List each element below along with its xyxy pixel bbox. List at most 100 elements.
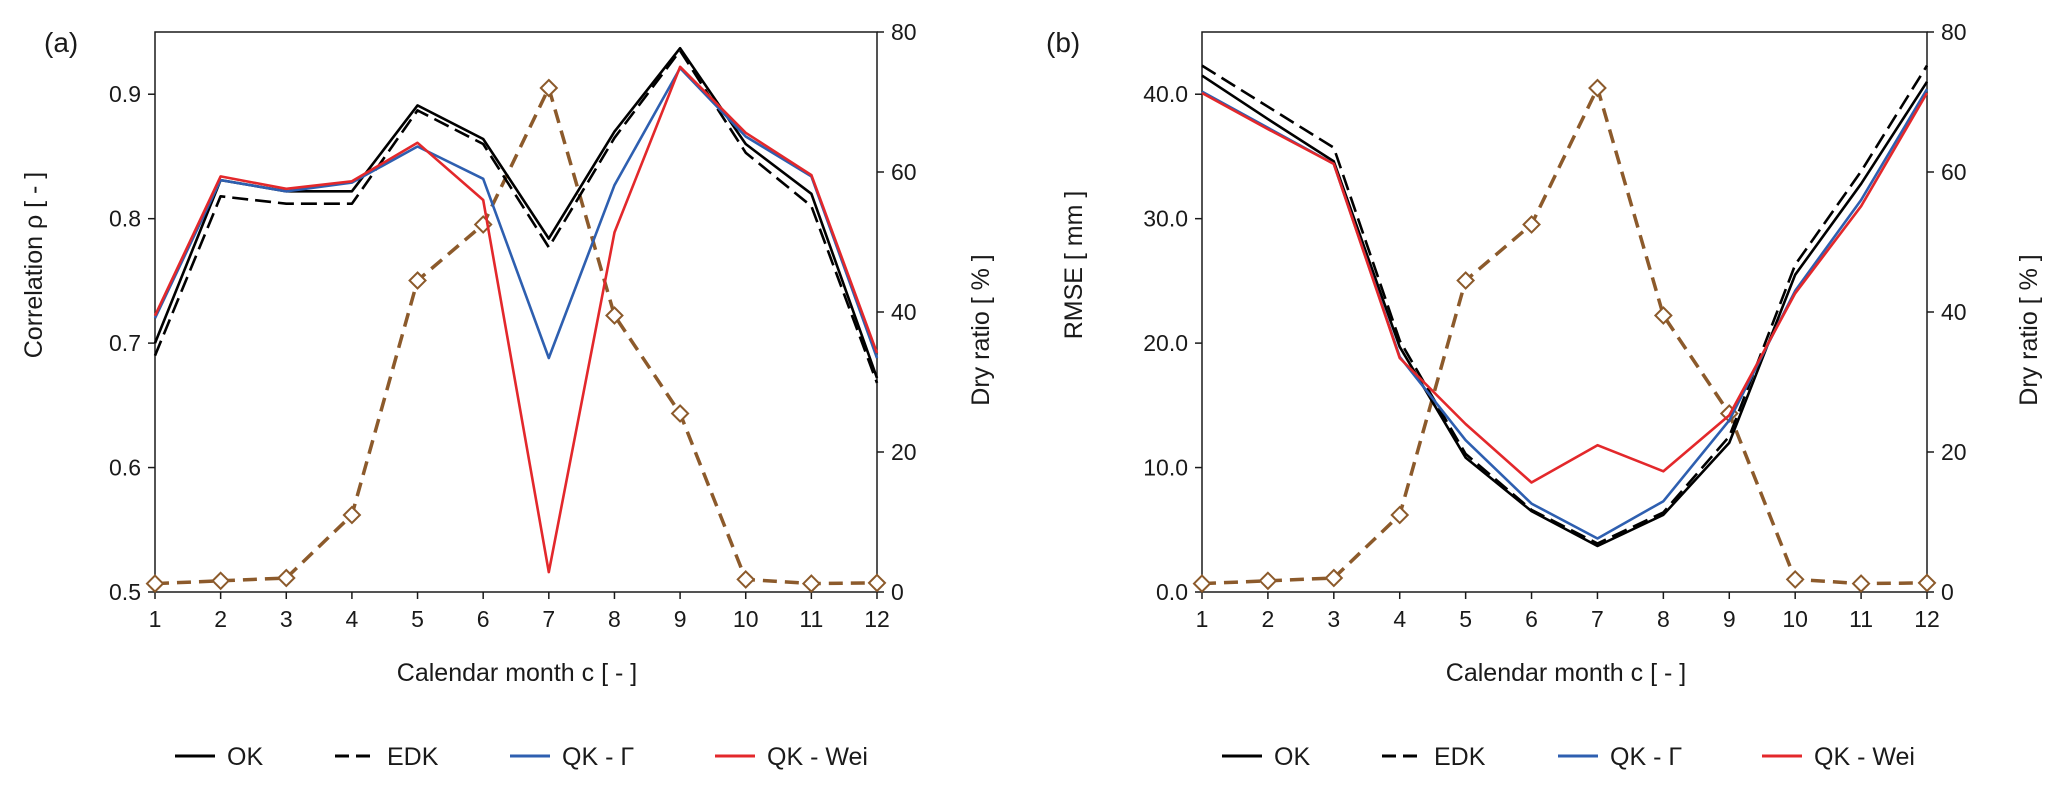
x-tick-label: 7 (1591, 606, 1604, 632)
x-axis-title-a: Calendar month c [ - ] (397, 659, 637, 687)
legend-label: OK (227, 743, 263, 771)
y2-tick-label: 40 (891, 299, 917, 325)
legend-item-qk-wei: QK - Wei (715, 743, 868, 771)
y2-tick-label: 0 (1941, 579, 1954, 605)
x-tick-label: 10 (733, 606, 759, 632)
x-tick-label: 5 (1459, 606, 1472, 632)
legend-label: QK - Wei (1814, 743, 1915, 771)
legend-label: EDK (1434, 743, 1486, 771)
y2-tick-label: 20 (1941, 439, 1967, 465)
series-line-dry-ratio-a (154, 86, 878, 586)
y2-axis-title-b: Dry ratio [ % ] (2015, 254, 2043, 405)
y2-tick-label: 60 (1941, 159, 1967, 185)
dry-ratio-point (276, 568, 296, 588)
plot-frame-a (154, 31, 878, 593)
dry-ratio-point (736, 569, 756, 589)
x-tick-label: 6 (477, 606, 490, 632)
series-b (1192, 64, 1937, 594)
legend-label: QK - Γ (1610, 743, 1682, 771)
x-tick-label: 2 (1262, 606, 1275, 632)
series-line-edk-a (153, 49, 879, 384)
y2-tick-label: 0 (891, 579, 904, 605)
legend-item-qk-wei: QK - Wei (1762, 743, 1915, 771)
legend-label: QK - Wei (767, 743, 868, 771)
dry-ratio-point (605, 306, 624, 325)
dry-ratio-point (342, 505, 362, 525)
legend-label: OK (1274, 743, 1310, 771)
y-tick-label: 0.8 (109, 206, 141, 232)
y-axis-title-b: RMSE [ mm ] (1060, 191, 1088, 340)
dry-ratio-point (1588, 78, 1607, 98)
x-tick-label: 1 (1196, 606, 1209, 632)
x-tick-label: 8 (1657, 606, 1670, 632)
dry-ratio-point (1917, 573, 1937, 593)
x-tick-label: 7 (542, 606, 555, 632)
series-line-ok-a (153, 46, 879, 379)
y2-tick-label: 80 (891, 19, 917, 45)
x-tick-label: 12 (864, 606, 890, 632)
legend-item-edk: EDK (1382, 743, 1486, 771)
y2-tick-label: 40 (1941, 299, 1967, 325)
x-tick-label: 11 (1849, 606, 1873, 632)
dry-ratio-point (145, 574, 165, 594)
legend-b: OK EDK QK - Γ QK - Wei (1222, 743, 1915, 771)
y-tick-label: 0.0 (1156, 579, 1188, 605)
legend-label: EDK (387, 743, 439, 771)
y-tick-label: 40.0 (1143, 81, 1188, 107)
panel-label-a: (a) (44, 27, 78, 58)
dry-ratio-point (670, 404, 690, 423)
series-line-ok-b (1201, 74, 1929, 548)
y-tick-label: 0.6 (109, 455, 141, 481)
x-tick-label: 10 (1782, 606, 1808, 632)
panel-label-b: (b) (1046, 27, 1080, 58)
legend-a: OK EDK QK - Γ QK - Wei (175, 743, 868, 771)
x-tick-label: 4 (1393, 606, 1406, 632)
dry-ratio-point (1258, 571, 1278, 591)
plot-frame-b (1201, 31, 1928, 593)
y2-axis-ticks-b: 0 20 40 60 80 (1927, 19, 1967, 605)
dry-ratio-point (1324, 568, 1344, 588)
x-tick-label: 3 (280, 606, 293, 632)
dry-ratio-point (1192, 574, 1212, 594)
dry-ratio-point (1390, 505, 1410, 525)
y-axis-ticks-a: 0.5 0.6 0.7 0.8 0.9 (109, 81, 155, 605)
y-tick-label: 0.7 (109, 330, 141, 356)
dry-ratio-point (867, 573, 887, 593)
series-line-qk-a (153, 66, 879, 360)
plot-area-border-b (1201, 31, 1928, 593)
x-tick-label: 9 (674, 606, 687, 632)
y2-tick-label: 80 (1941, 19, 1967, 45)
y-axis-title-a: Correlation ρ [ - ] (20, 172, 48, 359)
dry-ratio-point (1456, 271, 1476, 290)
y-tick-label: 0.5 (109, 579, 141, 605)
series-line-dry-ratio-b (1201, 86, 1928, 586)
dry-ratio-point (1522, 215, 1541, 234)
x-tick-label: 2 (214, 606, 227, 632)
y-axis-ticks-b: 0.0 10.0 20.0 30.0 40.0 (1143, 81, 1202, 605)
dry-ratio-point (408, 271, 427, 290)
x-tick-label: 8 (608, 606, 621, 632)
series-line-qk-wei-b (1201, 91, 1929, 484)
y-tick-label: 30.0 (1143, 206, 1188, 232)
legend-label: QK - Γ (562, 743, 634, 771)
y-tick-label: 20.0 (1143, 330, 1188, 356)
x-tick-label: 11 (799, 606, 823, 632)
y2-tick-label: 20 (891, 439, 917, 465)
x-tick-label: 9 (1723, 606, 1736, 632)
x-axis-ticks-b: 1 2 3 4 5 6 7 8 9 10 11 12 (1196, 592, 1940, 632)
dry-ratio-point (1851, 574, 1871, 594)
series-line-qk-wei-a (153, 65, 879, 574)
x-tick-label: 12 (1914, 606, 1940, 632)
dry-ratio-point (1653, 306, 1673, 325)
x-tick-label: 5 (411, 606, 424, 632)
x-tick-label: 4 (346, 606, 359, 632)
y-tick-label: 0.9 (109, 81, 141, 107)
y-tick-label: 10.0 (1143, 455, 1188, 481)
legend-item-edk: EDK (335, 743, 439, 771)
x-tick-label: 6 (1525, 606, 1538, 632)
x-axis-ticks-a: 1 2 3 4 5 6 7 8 9 10 11 12 (149, 592, 890, 632)
x-tick-label: 1 (149, 606, 162, 632)
